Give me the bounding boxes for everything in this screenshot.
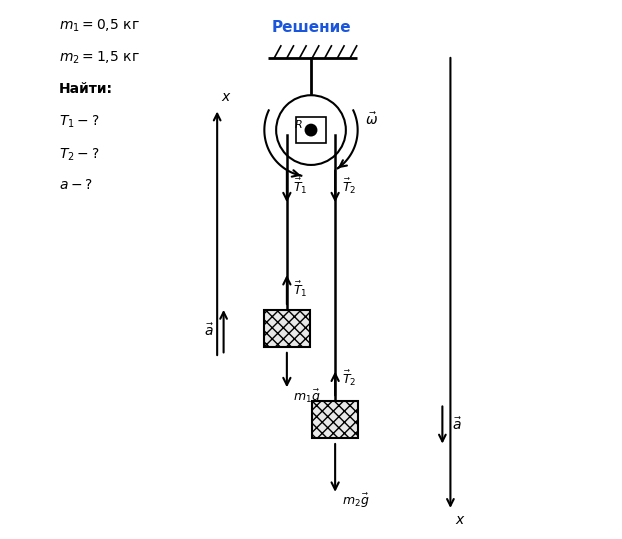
Text: $\vec{\omega}$: $\vec{\omega}$ [364, 112, 378, 128]
Circle shape [305, 123, 317, 136]
Text: $x$: $x$ [221, 91, 232, 105]
Text: $\vec{T}_1$: $\vec{T}_1$ [294, 177, 308, 196]
Text: $\vec{a}$: $\vec{a}$ [204, 323, 215, 340]
Bar [296, 117, 326, 143]
Text: $m_1 = 0{,}5\ \text{кг}$: $m_1 = 0{,}5\ \text{кг}$ [59, 17, 140, 34]
Text: $R$: $R$ [294, 118, 302, 130]
Text: Решение: Решение [271, 20, 351, 35]
Text: $a - ?$: $a - ?$ [59, 178, 93, 192]
Text: $\vec{T}_2$: $\vec{T}_2$ [341, 177, 356, 196]
Text: $\vec{a}$: $\vec{a}$ [452, 417, 462, 433]
Text: $T_2 - ?$: $T_2 - ?$ [59, 146, 100, 163]
Text: $m_1\vec{g}$: $m_1\vec{g}$ [294, 388, 321, 406]
Bar [312, 401, 358, 438]
Bar [264, 310, 310, 347]
Text: Найти:: Найти: [59, 82, 113, 96]
Text: $\vec{T}_1$: $\vec{T}_1$ [294, 280, 308, 299]
Text: $\vec{T}_2$: $\vec{T}_2$ [341, 368, 356, 388]
Text: $m_2 = 1{,}5\ \text{кг}$: $m_2 = 1{,}5\ \text{кг}$ [59, 50, 140, 66]
Text: $x$: $x$ [455, 514, 465, 528]
Text: $m_2\vec{g}$: $m_2\vec{g}$ [341, 492, 369, 510]
Text: $T_1 - ?$: $T_1 - ?$ [59, 114, 100, 130]
